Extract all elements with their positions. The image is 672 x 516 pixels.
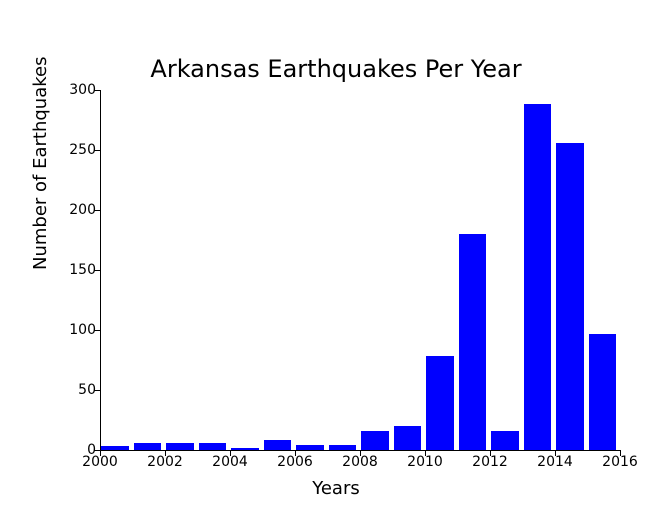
- ytick-label: 150: [69, 262, 96, 278]
- ytick-label: 200: [69, 202, 96, 218]
- bar-2008: [361, 431, 389, 450]
- bar-2011: [459, 234, 487, 450]
- bar-2001: [134, 443, 162, 450]
- xtick-label: 2008: [342, 454, 378, 470]
- bar-2000: [101, 446, 129, 450]
- x-axis-label: Years: [0, 478, 672, 499]
- xtick-label: 2010: [407, 454, 443, 470]
- xtick-label: 2000: [82, 454, 118, 470]
- xtick-label: 2006: [277, 454, 313, 470]
- xtick-label: 2012: [472, 454, 508, 470]
- ytick-label: 300: [69, 82, 96, 98]
- bar-2014: [556, 143, 584, 450]
- ytick-label: 100: [69, 322, 96, 338]
- xtick-label: 2016: [602, 454, 638, 470]
- bar-2002: [166, 443, 194, 450]
- bar-2004: [231, 448, 259, 450]
- bar-2010: [426, 356, 454, 450]
- chart-figure: Arkansas Earthquakes Per Year Number of …: [0, 0, 672, 516]
- bar-2015: [589, 334, 617, 450]
- plot-area: [100, 90, 621, 451]
- xtick-label: 2002: [147, 454, 183, 470]
- bar-2007: [329, 445, 357, 450]
- bar-2005: [264, 440, 292, 450]
- chart-title: Arkansas Earthquakes Per Year: [0, 55, 672, 83]
- y-axis-label: Number of Earthquakes: [30, 57, 51, 270]
- bar-2003: [199, 443, 227, 450]
- bar-2012: [491, 431, 519, 450]
- bar-2006: [296, 445, 324, 450]
- xtick-label: 2014: [537, 454, 573, 470]
- bar-2013: [524, 104, 552, 450]
- xtick-label: 2004: [212, 454, 248, 470]
- ytick-label: 50: [78, 382, 96, 398]
- bar-2009: [394, 426, 422, 450]
- ytick-label: 250: [69, 142, 96, 158]
